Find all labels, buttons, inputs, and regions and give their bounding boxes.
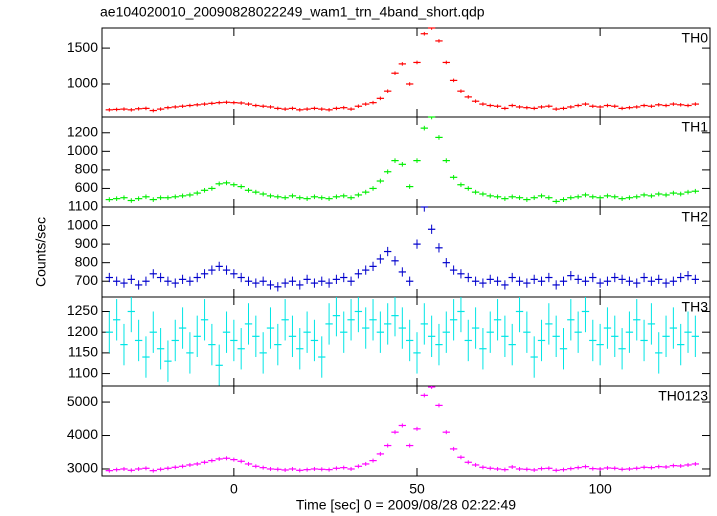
y-tick-label: 800 (75, 253, 99, 269)
panel-label: TH0 (682, 30, 709, 46)
panel-frame (101, 206, 711, 298)
panel-frame (101, 27, 711, 118)
y-tick-label: 1200 (67, 123, 98, 139)
x-tick-label: 50 (409, 481, 425, 497)
y-tick-label: 1150 (68, 344, 98, 360)
y-tick-label: 1500 (67, 39, 98, 55)
y-tick-label: 1000 (67, 142, 98, 158)
panel-label: TH0123 (658, 388, 708, 404)
y-tick-label: 800 (75, 161, 99, 177)
panel-frame (101, 385, 711, 477)
y-tick-label: 5000 (67, 393, 98, 409)
y-tick-label: 1000 (67, 216, 98, 232)
x-tick-label: 100 (588, 481, 612, 497)
y-tick-label: 1100 (68, 364, 98, 380)
y-axis-label: Counts/sec (33, 217, 49, 287)
y-tick-label: 1250 (67, 302, 98, 318)
panel-label: TH3 (682, 299, 709, 315)
y-tick-label: 1000 (67, 75, 98, 91)
panel-label: TH2 (682, 209, 709, 225)
chart-title: ae104020010_20090828022249_wam1_trn_4ban… (100, 4, 485, 20)
panel-frame (101, 116, 711, 208)
x-axis-label: Time [sec] 0 = 2009/08/28 02:22:49 (296, 497, 516, 513)
y-tick-label: 600 (75, 179, 99, 195)
y-tick-label: 3000 (67, 460, 98, 476)
x-tick-label: 0 (230, 481, 238, 497)
panel-label: TH1 (682, 119, 709, 135)
y-tick-label: 900 (75, 235, 99, 251)
y-tick-label: 1100 (68, 198, 98, 214)
y-tick-label: 1200 (67, 323, 98, 339)
panel-frame (101, 296, 711, 387)
y-tick-label: 4000 (67, 426, 98, 442)
y-tick-label: 700 (75, 272, 99, 288)
